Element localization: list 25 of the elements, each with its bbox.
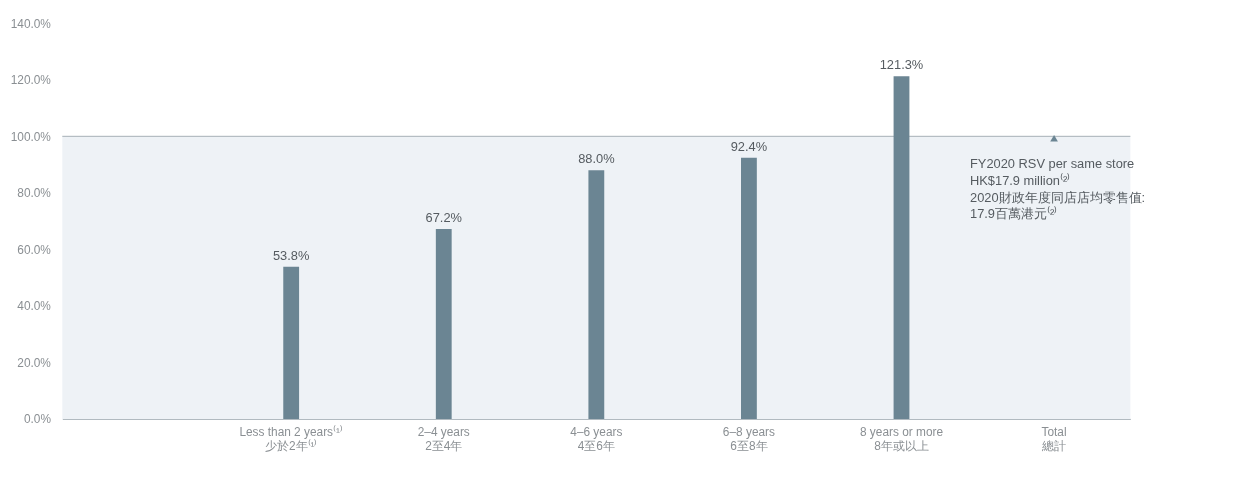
x-tick-label: 4–6 years 4至6年 (570, 425, 623, 454)
bar (283, 266, 300, 419)
annotation: FY2020 RSV per same store HK$17.9 million⁽²⁾ 2020財政年度同店店均零售值: 17.9百萬港元⁽²⁾ (970, 155, 1146, 222)
y-tick-label: 60.0% (17, 242, 52, 257)
x-tick-label: 8 years or more 8年或以上 (859, 425, 944, 454)
data-label: 88.0% (578, 151, 615, 167)
x-tick-label: Total 總計 (1041, 425, 1067, 454)
data-label: 121.3% (879, 57, 924, 73)
x-tick-label: 2–4 years 2至4年 (417, 425, 470, 454)
bar (588, 170, 605, 419)
y-tick-label: 20.0% (17, 355, 52, 370)
bar (741, 157, 757, 419)
bar (893, 76, 910, 419)
x-tick-label: 6–8 years 6至8年 (722, 425, 776, 454)
y-tick-label: 0.0% (23, 412, 52, 427)
data-label: 67.2% (425, 210, 462, 226)
y-tick-label: 40.0% (17, 299, 52, 314)
y-tick-label: 140.0% (10, 16, 52, 31)
data-label: 53.8% (272, 247, 310, 263)
y-tick-label: 120.0% (10, 73, 52, 88)
data-label: 92.4% (730, 138, 768, 154)
y-tick-label: 80.0% (17, 186, 52, 201)
y-tick-label: 100.0% (10, 129, 52, 144)
x-tick-label: Less than 2 years⁽¹⁾ 少於2年⁽¹⁾ (239, 425, 343, 454)
bar (435, 229, 452, 419)
